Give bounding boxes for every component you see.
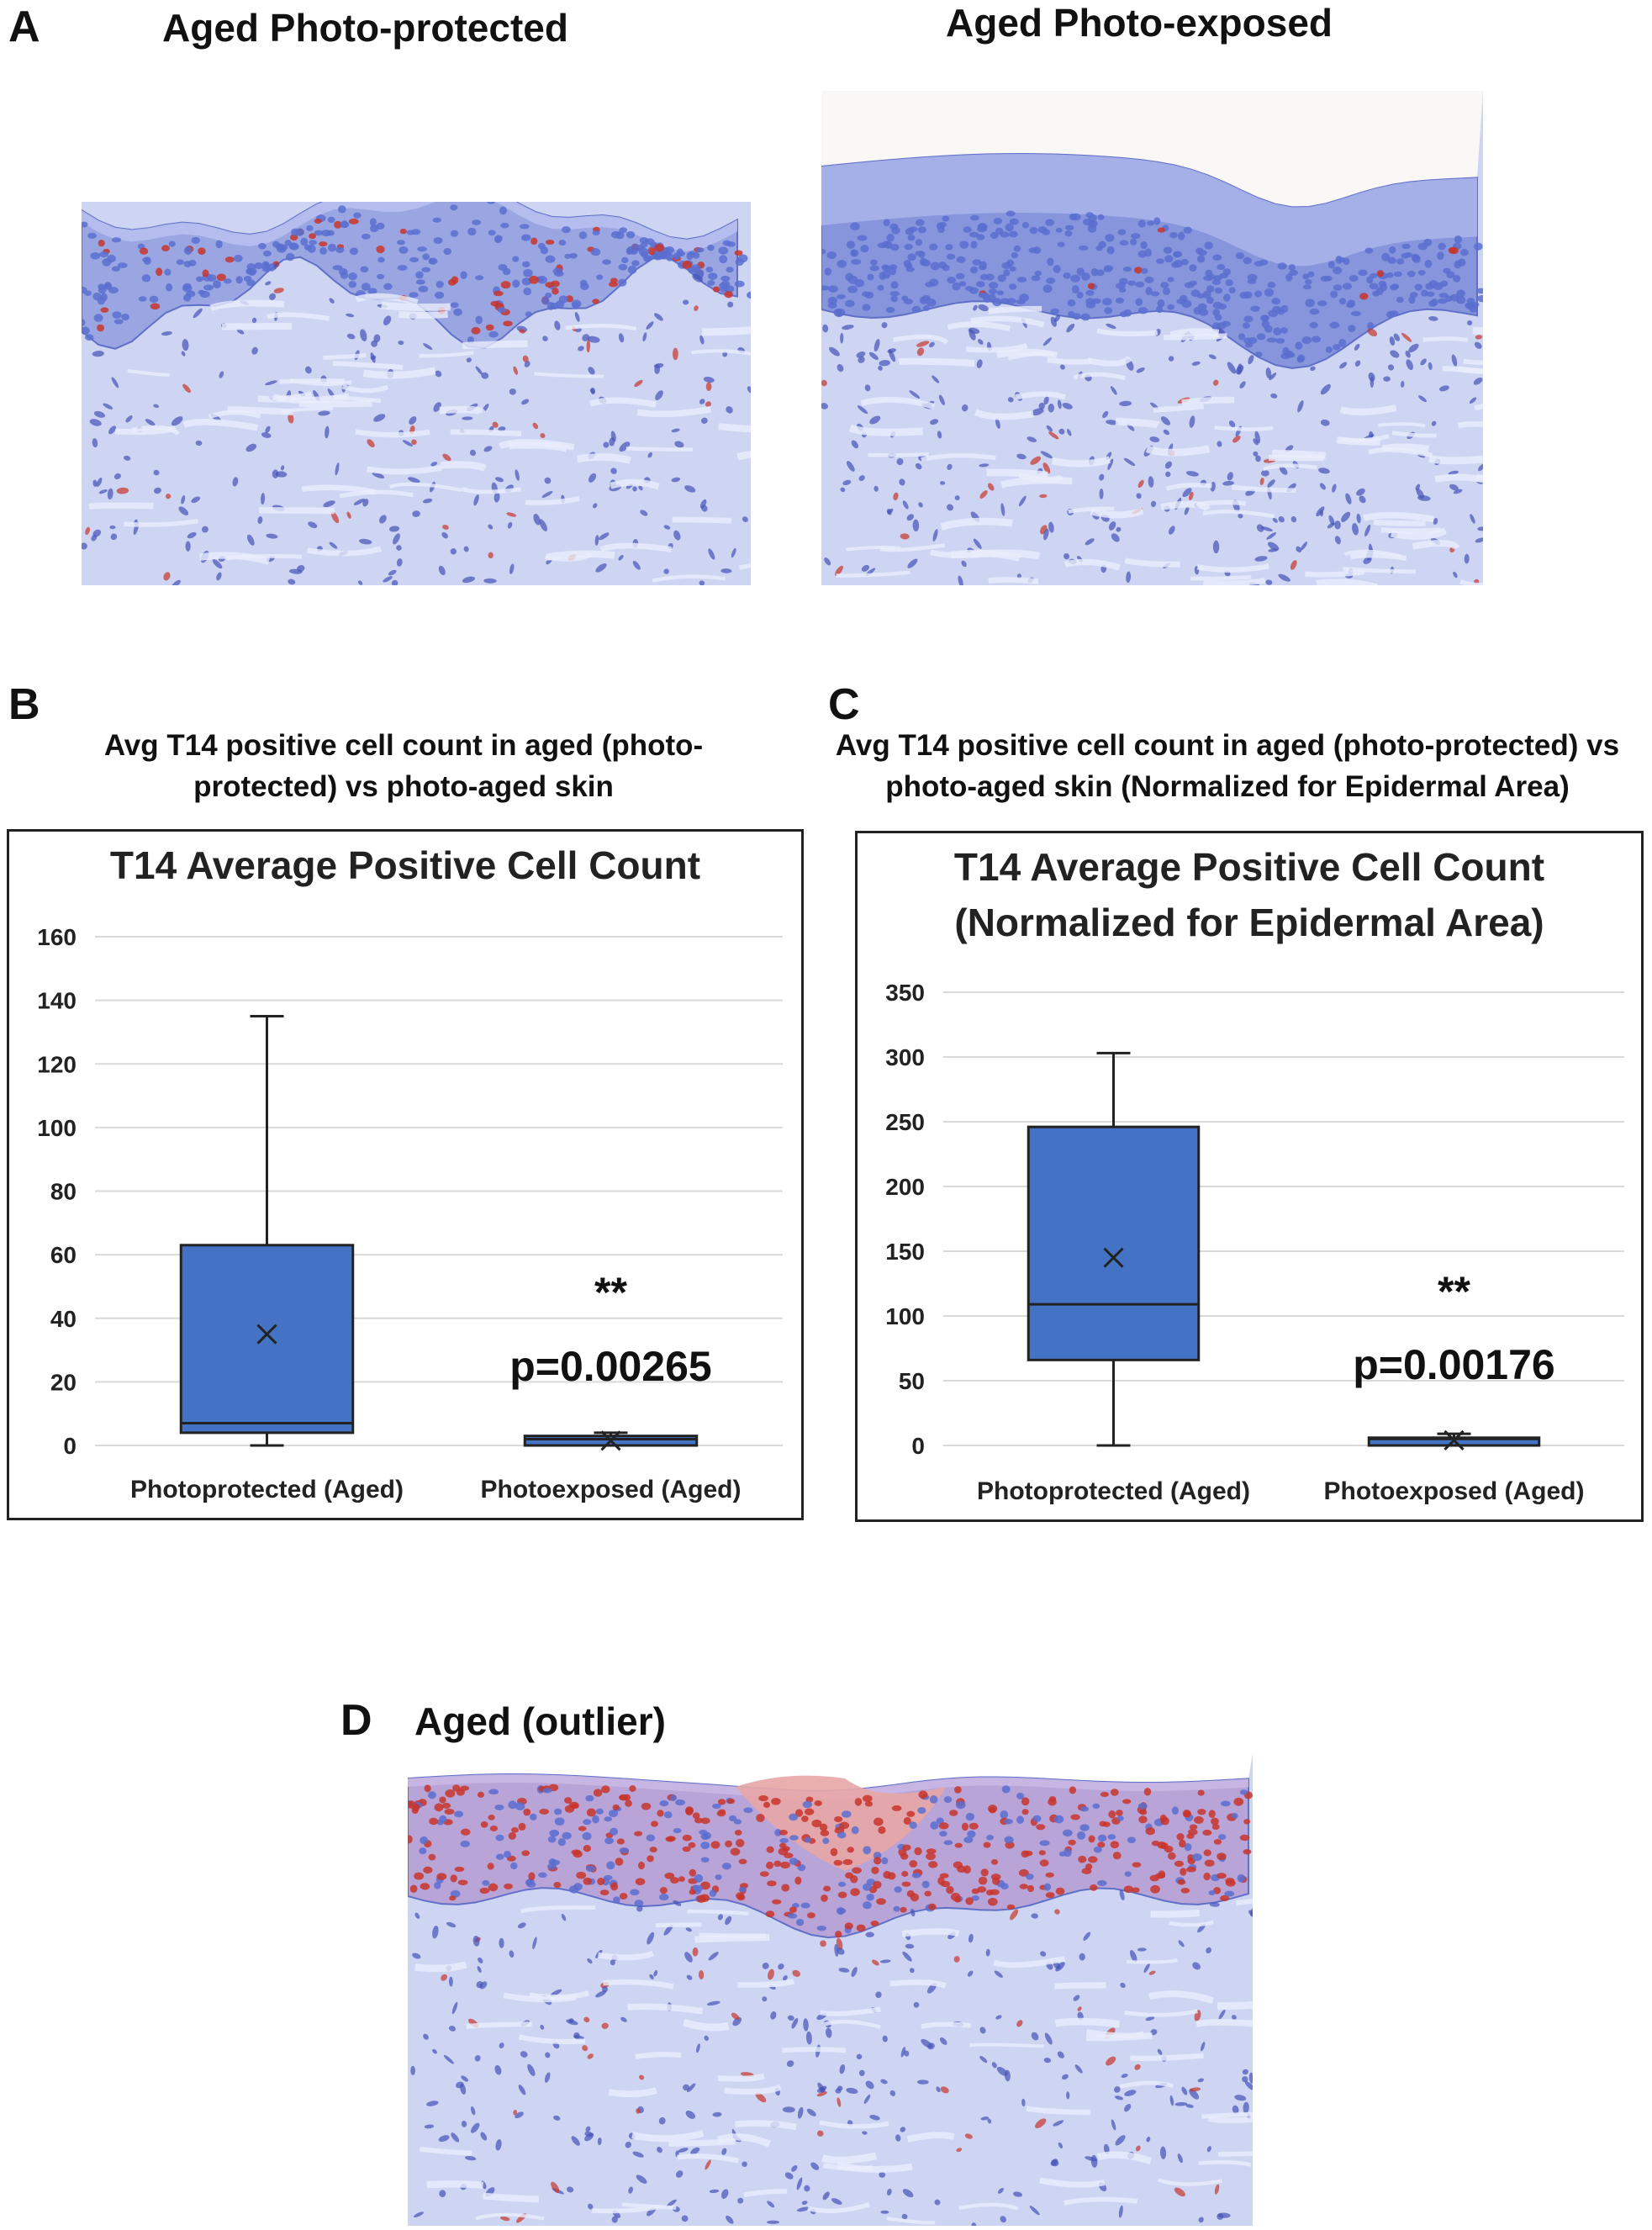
mean-marker bbox=[1444, 1429, 1465, 1451]
panel-b-subtitle: Avg T14 positive cell count in aged (pho… bbox=[25, 725, 782, 807]
x-tick-label: Photoexposed (Aged) bbox=[480, 1476, 741, 1503]
panel-d-title: Aged (outlier) bbox=[414, 1699, 666, 1743]
y-tick-label: 120 bbox=[37, 1051, 77, 1077]
y-tick-label: 0 bbox=[911, 1433, 925, 1459]
micrograph-outlier-image bbox=[408, 1753, 1253, 2226]
box bbox=[179, 1244, 355, 1435]
p-value-label: p=0.00176 bbox=[1353, 1341, 1554, 1388]
significance-stars: ** bbox=[594, 1269, 627, 1316]
background-above-skin bbox=[408, 1753, 1253, 1791]
chart-b-frame: T14 Average Positive Cell Count 0 20 40 60 80… bbox=[7, 829, 804, 1520]
panel-a-right-title: Aged Photo-exposed bbox=[946, 1, 1333, 45]
chart-c-frame: T14 Average Positive Cell Count (Normaliz… bbox=[855, 831, 1644, 1522]
y-tick-label: 80 bbox=[50, 1179, 77, 1205]
x-tick-label: Photoprotected (Aged) bbox=[977, 1477, 1250, 1505]
panel-d-letter: D bbox=[340, 1696, 372, 1745]
panel-c-subtitle: Avg T14 positive cell count in aged (pho… bbox=[807, 725, 1648, 807]
chart-b: T14 Average Positive Cell Count 0 20 40 60 80… bbox=[37, 843, 783, 1503]
chart-title: T14 Average Positive Cell Count bbox=[954, 845, 1544, 889]
significance-stars: ** bbox=[1438, 1268, 1470, 1315]
panel-c-subtitle-line1: Avg T14 positive cell count in aged (pho… bbox=[835, 729, 1620, 762]
chart-c: T14 Average Positive Cell Count (Normaliz… bbox=[885, 845, 1624, 1505]
y-tick-label: 60 bbox=[50, 1242, 77, 1268]
stratum-corneum bbox=[82, 202, 737, 251]
y-tick-label: 300 bbox=[885, 1044, 925, 1070]
micrograph-photoexposed bbox=[821, 91, 1483, 585]
micrograph-photoprotected-image bbox=[82, 202, 751, 585]
y-tick-label: 160 bbox=[37, 924, 77, 950]
panel-b-letter: B bbox=[8, 680, 40, 729]
mean-marker bbox=[1103, 1247, 1124, 1268]
y-tick-label: 20 bbox=[50, 1369, 77, 1395]
x-tick-label: Photoprotected (Aged) bbox=[130, 1476, 404, 1503]
y-tick-label: 100 bbox=[37, 1115, 77, 1141]
x-tick-label: Photoexposed (Aged) bbox=[1323, 1477, 1584, 1505]
mean-marker bbox=[600, 1430, 621, 1451]
p-value-label: p=0.00265 bbox=[509, 1343, 711, 1390]
y-tick-label: 0 bbox=[63, 1433, 77, 1459]
box bbox=[1027, 1125, 1201, 1361]
mean-marker bbox=[256, 1324, 277, 1345]
y-tick-label: 50 bbox=[899, 1368, 925, 1394]
y-tick-label: 350 bbox=[885, 980, 925, 1006]
micrograph-outlier bbox=[408, 1753, 1253, 2226]
stratum-corneum bbox=[821, 154, 1477, 267]
background-above-skin bbox=[821, 91, 1483, 208]
y-tick-label: 100 bbox=[885, 1303, 925, 1329]
panel-a-left-title: Aged Photo-protected bbox=[162, 6, 568, 50]
micrograph-photoexposed-image bbox=[821, 91, 1483, 585]
micrograph-photoprotected bbox=[82, 202, 751, 585]
stratum-corneum bbox=[408, 1774, 1248, 1799]
y-tick-label: 40 bbox=[50, 1306, 77, 1332]
panel-b-subtitle-line1: Avg T14 positive cell count in aged (pho… bbox=[103, 729, 704, 762]
panel-a-letter: A bbox=[8, 3, 40, 51]
chart-title: (Normalized for Epidermal Area) bbox=[954, 901, 1544, 944]
y-tick-label: 200 bbox=[885, 1174, 925, 1200]
y-tick-label: 140 bbox=[37, 988, 77, 1014]
chart-title: T14 Average Positive Cell Count bbox=[110, 843, 700, 887]
panel-c-subtitle-line2: photo-aged skin (Normalized for Epiderma… bbox=[885, 770, 1570, 803]
panel-b-subtitle-line2: protected) vs photo-aged skin bbox=[193, 770, 614, 803]
y-tick-label: 250 bbox=[885, 1109, 925, 1135]
y-tick-label: 150 bbox=[885, 1239, 925, 1265]
panel-c-letter: C bbox=[828, 680, 860, 729]
